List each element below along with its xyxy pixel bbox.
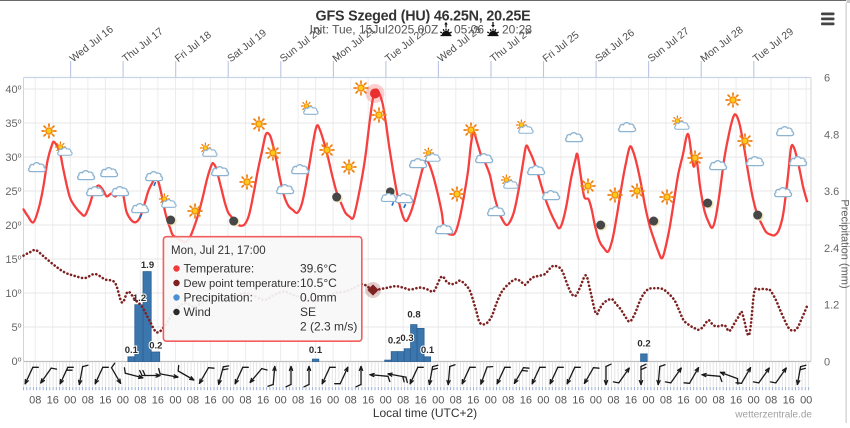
svg-text:20:23: 20:23 (502, 23, 532, 37)
svg-text:00: 00 (327, 395, 339, 407)
svg-text:Local time (UTC+2): Local time (UTC+2) (373, 406, 477, 420)
svg-text:00: 00 (800, 395, 812, 407)
svg-text:16: 16 (625, 395, 637, 407)
svg-text:00: 00 (380, 395, 392, 407)
svg-text:00: 00 (695, 395, 707, 407)
svg-text:Mon, Jul 21, 17:00: Mon, Jul 21, 17:00 (171, 245, 266, 257)
svg-text:00: 00 (117, 395, 129, 407)
svg-text:08: 08 (397, 395, 409, 407)
svg-text:16: 16 (730, 395, 742, 407)
svg-text:SE: SE (300, 305, 316, 319)
svg-text:16: 16 (257, 395, 269, 407)
svg-text:Init: Tue, 15Jul2025 00Z: Init: Tue, 15Jul2025 00Z (310, 23, 439, 37)
svg-text:16: 16 (415, 395, 427, 407)
svg-text:08: 08 (660, 395, 672, 407)
svg-text:00: 00 (747, 395, 759, 407)
svg-text:08: 08 (292, 395, 304, 407)
svg-text:00: 00 (590, 395, 602, 407)
svg-text:08: 08 (502, 395, 514, 407)
svg-text:0.0mm: 0.0mm (300, 291, 337, 305)
svg-text:16: 16 (677, 395, 689, 407)
svg-text:08: 08 (607, 395, 619, 407)
svg-text:1.9: 1.9 (141, 260, 154, 271)
svg-text:16: 16 (572, 395, 584, 407)
svg-text:Precipitation (mm): Precipitation (mm) (839, 199, 850, 288)
svg-text:16: 16 (152, 395, 164, 407)
svg-text:08: 08 (82, 395, 94, 407)
svg-text:4.8: 4.8 (824, 129, 839, 141)
svg-text:0.2: 0.2 (149, 341, 162, 352)
svg-text:16: 16 (47, 395, 59, 407)
svg-text:00: 00 (432, 395, 444, 407)
svg-text:0.1: 0.1 (421, 345, 435, 356)
svg-text:05:06: 05:06 (454, 23, 484, 37)
svg-text:16: 16 (783, 395, 795, 407)
svg-text:08: 08 (345, 395, 357, 407)
svg-text:0.8: 0.8 (407, 310, 420, 321)
svg-text:08: 08 (712, 395, 724, 407)
svg-text:00: 00 (537, 395, 549, 407)
svg-text:16: 16 (99, 395, 111, 407)
svg-text:00: 00 (274, 395, 286, 407)
svg-text:0: 0 (824, 357, 830, 369)
svg-text:00: 00 (222, 395, 234, 407)
svg-text:0.2: 0.2 (388, 336, 401, 347)
svg-text:08: 08 (134, 395, 146, 407)
svg-text:Precipitation:: Precipitation: (184, 291, 253, 305)
svg-text:08: 08 (239, 395, 251, 407)
svg-text:08: 08 (450, 395, 462, 407)
svg-text:2 (2.3 m/s): 2 (2.3 m/s) (300, 320, 357, 334)
svg-text:08: 08 (29, 395, 41, 407)
svg-text:0.1: 0.1 (125, 345, 139, 356)
svg-text:10.5°C: 10.5°C (300, 276, 337, 290)
svg-text:Dew point temperature:: Dew point temperature: (184, 278, 300, 290)
svg-text:08: 08 (765, 395, 777, 407)
svg-text:16: 16 (467, 395, 479, 407)
svg-text:16: 16 (362, 395, 374, 407)
svg-text:08: 08 (555, 395, 567, 407)
svg-text:0.1: 0.1 (309, 345, 323, 356)
svg-text:00: 00 (64, 395, 76, 407)
svg-text:0.2: 0.2 (637, 339, 650, 350)
svg-text:00: 00 (485, 395, 497, 407)
svg-text:16: 16 (309, 395, 321, 407)
svg-text:Temperature:: Temperature: (184, 262, 255, 276)
svg-text:3.6: 3.6 (824, 186, 839, 198)
svg-text:16: 16 (204, 395, 216, 407)
svg-text:00: 00 (642, 395, 654, 407)
svg-text:00: 00 (169, 395, 181, 407)
svg-text:2.4: 2.4 (824, 243, 839, 255)
svg-text:1.2: 1.2 (824, 300, 839, 312)
svg-text:0.3: 0.3 (400, 333, 413, 344)
svg-text:6: 6 (824, 73, 830, 85)
svg-text:Wind: Wind (184, 305, 211, 319)
svg-text:39.6°C: 39.6°C (300, 262, 337, 276)
svg-text:08: 08 (187, 395, 199, 407)
svg-text:wetterzentrale.de: wetterzentrale.de (734, 410, 812, 421)
svg-text:16: 16 (520, 395, 532, 407)
